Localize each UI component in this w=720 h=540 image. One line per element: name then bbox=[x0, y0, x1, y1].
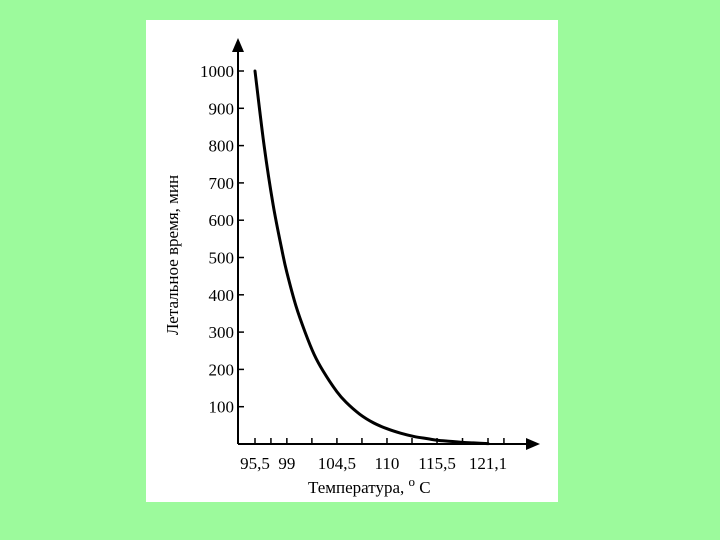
x-tick-label: 95,5 bbox=[240, 454, 270, 473]
y-tick-label: 600 bbox=[209, 211, 235, 230]
y-tick-label: 200 bbox=[209, 360, 235, 379]
y-tick-label: 1000 bbox=[200, 62, 234, 81]
x-tick-label: 110 bbox=[375, 454, 400, 473]
ticks: 100 200 300 400 500 600 700 800 900 1000 95,5 99 104… bbox=[200, 62, 507, 473]
axes bbox=[232, 38, 540, 450]
x-axis-title-text: Температура, bbox=[308, 478, 404, 497]
x-tick-label: 121,1 bbox=[469, 454, 507, 473]
y-tick-label: 800 bbox=[209, 137, 235, 156]
x-tick-label: 99 bbox=[278, 454, 295, 473]
chart-card: 100 200 300 400 500 600 700 800 900 1000 95,5 99 104… bbox=[146, 20, 558, 502]
y-tick-label: 700 bbox=[209, 174, 235, 193]
chart: 100 200 300 400 500 600 700 800 900 1000 95,5 99 104… bbox=[163, 38, 540, 497]
x-tick-label: 104,5 bbox=[318, 454, 356, 473]
y-tick-label: 100 bbox=[209, 398, 235, 417]
y-tick-label: 500 bbox=[209, 249, 235, 268]
y-axis-arrow-icon bbox=[232, 38, 244, 52]
x-axis-unit-degree: o bbox=[409, 474, 416, 489]
y-tick-label: 900 bbox=[209, 99, 235, 118]
x-tick-label: 115,5 bbox=[418, 454, 456, 473]
x-axis-title: Температура, o C bbox=[308, 471, 431, 497]
series-line bbox=[253, 69, 490, 446]
y-tick-label: 300 bbox=[209, 323, 235, 342]
y-tick-label: 400 bbox=[209, 286, 235, 305]
y-axis-title: Летальное время, мин bbox=[163, 175, 182, 335]
x-axis-arrow-icon bbox=[526, 438, 540, 450]
x-axis-unit: C bbox=[419, 478, 430, 497]
